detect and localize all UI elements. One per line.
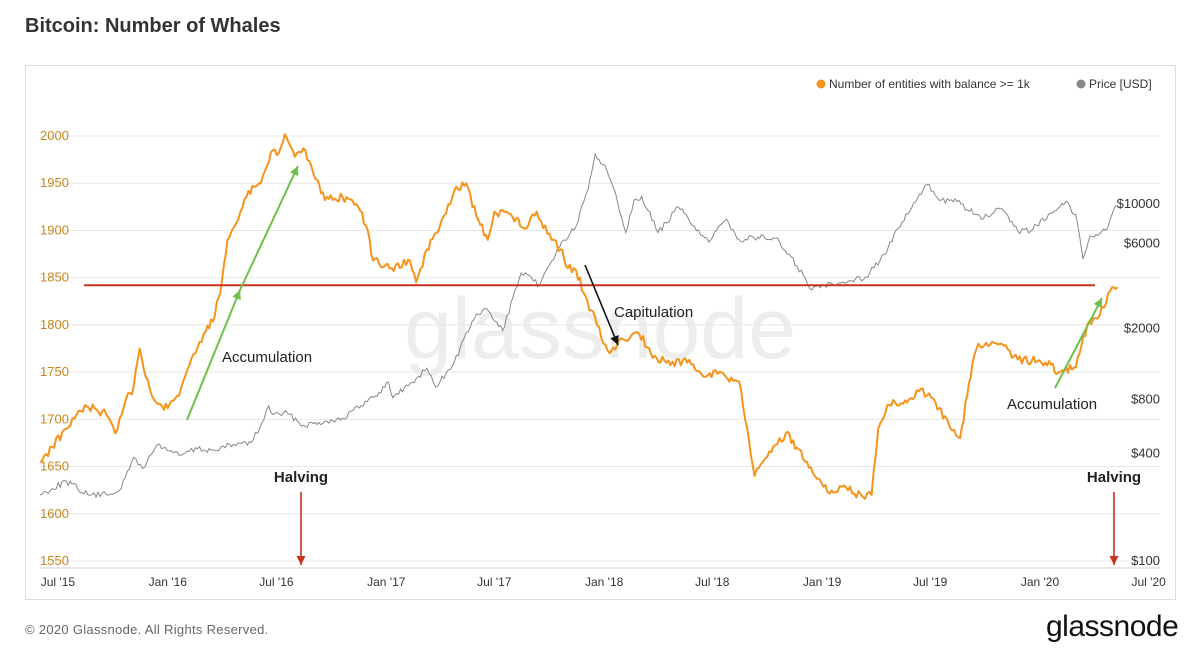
annotation-accumulation-1: Accumulation	[222, 349, 312, 366]
annotation-halving-1: Halving	[274, 469, 328, 486]
left-tick-label: 1600	[40, 506, 69, 521]
whales-line	[39, 133, 1119, 500]
left-tick-label: 1700	[40, 411, 69, 426]
accumulation-arrow-1-shaft	[186, 289, 241, 421]
legend-price-marker	[1076, 79, 1086, 89]
x-tick-label: Jul '17	[477, 575, 512, 589]
left-tick-label: 1900	[40, 222, 69, 237]
x-tick-label: Jan '19	[803, 575, 842, 589]
whales-series	[39, 133, 1119, 500]
annotations: Accumulation Capitulation Accumulation Halv…	[186, 165, 1141, 565]
legend-whales-label: Number of entities with balance >= 1k	[829, 77, 1031, 91]
x-tick-label: Jul '15	[41, 575, 76, 589]
glassnode-logo: glassnode	[1046, 610, 1179, 643]
price-line	[39, 152, 1117, 499]
right-tick-label: $2000	[1124, 321, 1160, 336]
x-axis-labels: Jul '15 Jan '16 Jul '16 Jan '17 Jul '17 Jan '…	[41, 575, 1166, 589]
right-axis-labels: $100 $400 $800 $2000 $6000 $10000	[1117, 196, 1160, 568]
legend-price-label: Price [USD]	[1089, 77, 1152, 91]
left-tick-label: 1650	[40, 459, 69, 474]
x-tick-label: Jan '18	[585, 575, 624, 589]
left-tick-label: 1750	[40, 364, 69, 379]
copyright: © 2020 Glassnode. All Rights Reserved.	[25, 622, 269, 637]
right-tick-label: $800	[1131, 392, 1160, 407]
left-axis-labels: 1550 1600 1650 1700 1750 1800 1850 1900 1950 2000	[40, 128, 69, 568]
accumulation-arrow-1b-shaft	[239, 165, 299, 291]
right-tick-label: $6000	[1124, 235, 1160, 250]
left-tick-label: 1550	[40, 553, 69, 568]
halving-arrow-2-head	[1109, 556, 1119, 565]
gridlines	[40, 135, 1160, 569]
annotation-halving-2: Halving	[1087, 469, 1141, 486]
page-title: Bitcoin: Number of Whales	[25, 15, 281, 37]
accumulation-arrow-1b-head	[290, 166, 299, 177]
right-tick-label: $10000	[1117, 196, 1160, 211]
x-tick-label: Jan '20	[1021, 575, 1060, 589]
x-tick-label: Jul '16	[259, 575, 294, 589]
right-tick-label: $100	[1131, 553, 1160, 568]
capitulation-arrow-shaft	[584, 264, 619, 346]
left-tick-label: 2000	[40, 128, 69, 143]
x-tick-label: Jul '20	[1132, 575, 1167, 589]
left-tick-label: 1850	[40, 270, 69, 285]
annotation-accumulation-2: Accumulation	[1007, 396, 1097, 413]
left-tick-label: 1950	[40, 175, 69, 190]
legend: Number of entities with balance >= 1k Pri…	[816, 77, 1152, 91]
right-tick-label: $400	[1131, 445, 1160, 460]
accumulation-arrow-1-head	[232, 290, 241, 300]
x-tick-label: Jan '16	[149, 575, 188, 589]
price-series	[39, 152, 1117, 499]
x-tick-label: Jan '17	[367, 575, 406, 589]
x-tick-label: Jul '19	[913, 575, 948, 589]
halving-arrow-1-head	[296, 556, 306, 565]
accumulation-arrow-2-shaft	[1054, 297, 1103, 389]
capitulation-arrow-head	[610, 335, 619, 345]
annotation-capitulation: Capitulation	[614, 304, 693, 321]
left-tick-label: 1800	[40, 317, 69, 332]
x-tick-label: Jul '18	[695, 575, 730, 589]
accumulation-arrow-2-head	[1093, 298, 1102, 309]
legend-whales-marker	[816, 79, 826, 89]
